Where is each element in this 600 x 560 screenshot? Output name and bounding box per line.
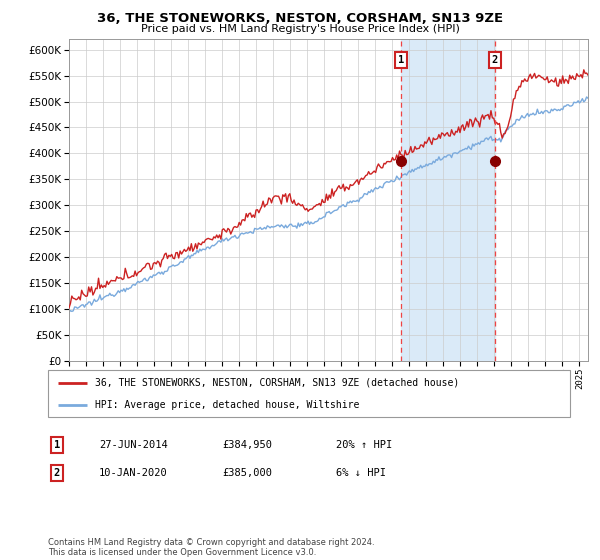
Text: HPI: Average price, detached house, Wiltshire: HPI: Average price, detached house, Wilt… [95,400,359,410]
Text: 1: 1 [54,440,60,450]
Text: 20% ↑ HPI: 20% ↑ HPI [336,440,392,450]
Text: £384,950: £384,950 [222,440,272,450]
Text: 10-JAN-2020: 10-JAN-2020 [99,468,168,478]
Text: 36, THE STONEWORKS, NESTON, CORSHAM, SN13 9ZE (detached house): 36, THE STONEWORKS, NESTON, CORSHAM, SN1… [95,378,459,388]
Text: Price paid vs. HM Land Registry's House Price Index (HPI): Price paid vs. HM Land Registry's House … [140,24,460,34]
Text: 1: 1 [398,55,404,65]
Text: £385,000: £385,000 [222,468,272,478]
Text: 6% ↓ HPI: 6% ↓ HPI [336,468,386,478]
Text: 27-JUN-2014: 27-JUN-2014 [99,440,168,450]
FancyBboxPatch shape [48,370,570,417]
Text: Contains HM Land Registry data © Crown copyright and database right 2024.
This d: Contains HM Land Registry data © Crown c… [48,538,374,557]
Text: 2: 2 [492,55,498,65]
Text: 36, THE STONEWORKS, NESTON, CORSHAM, SN13 9ZE: 36, THE STONEWORKS, NESTON, CORSHAM, SN1… [97,12,503,25]
Text: 2: 2 [54,468,60,478]
Bar [401,39,495,361]
